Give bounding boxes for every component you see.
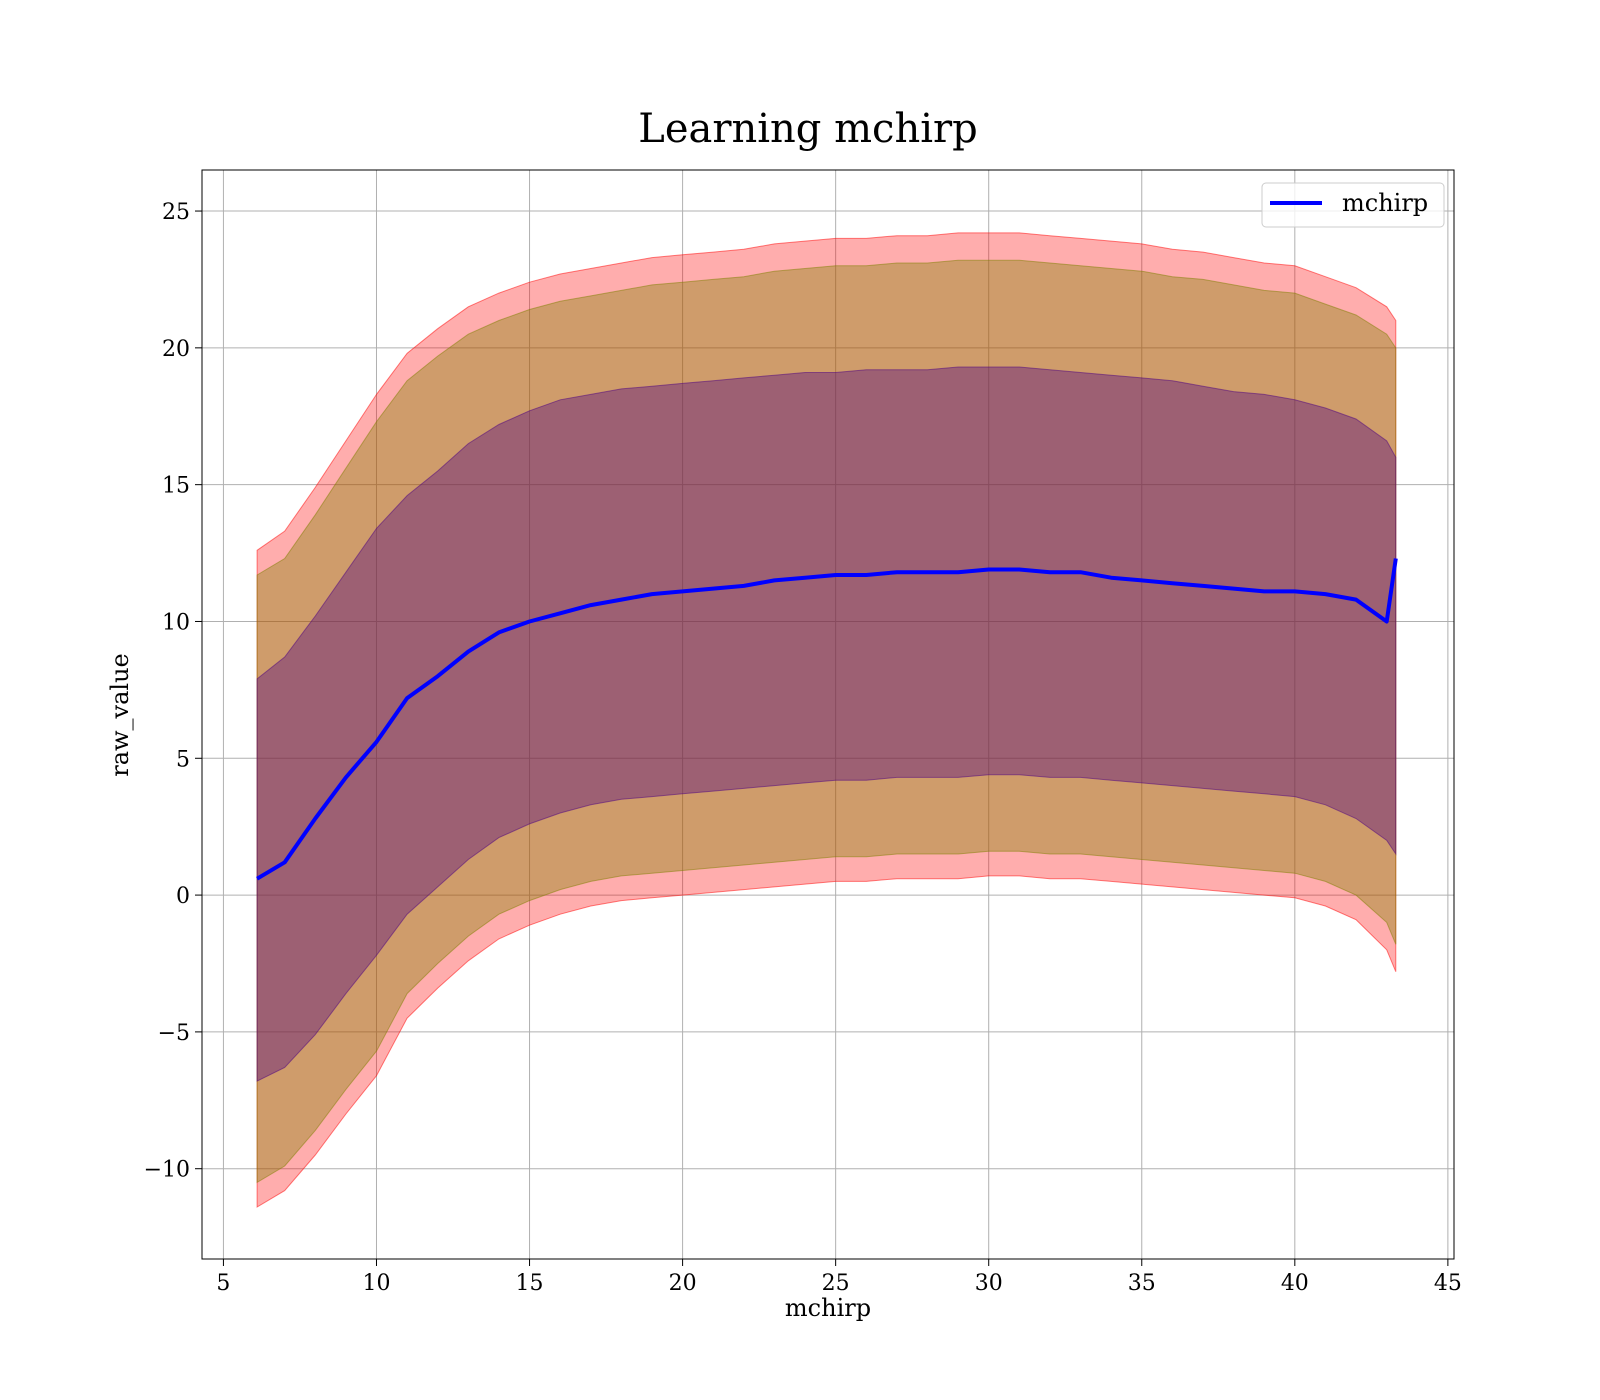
x-tick-label: 45: [1434, 1271, 1462, 1296]
series-line-mchirp: [256, 558, 1398, 881]
chart-title: Learning mchirp: [638, 106, 977, 152]
x-tick-label: 5: [216, 1271, 230, 1296]
y-tick-label: 5: [176, 747, 190, 772]
legend-label: mchirp: [1342, 189, 1428, 217]
plot-frame: [201, 169, 1455, 1260]
confidence-bands: [256, 232, 1397, 1208]
y-tick-label: 10: [162, 610, 190, 635]
legend-box: [1261, 182, 1445, 228]
legend: mchirp: [1261, 182, 1445, 228]
grid: [202, 170, 1454, 1259]
y-axis-label: raw_value: [106, 653, 134, 777]
y-tick-label: −5: [158, 1021, 190, 1046]
x-tick-label: 40: [1281, 1271, 1309, 1296]
confidence-band-3: [256, 366, 1397, 1082]
y-tick-label: −10: [144, 1158, 190, 1183]
y-tick-label: 0: [176, 884, 190, 909]
x-tick-label: 15: [516, 1271, 544, 1296]
y-tick-label: 20: [162, 337, 190, 362]
x-tick-label: 30: [975, 1271, 1003, 1296]
series-lines: [256, 558, 1398, 881]
x-axis-label: mchirp: [785, 1294, 871, 1322]
x-tick-label: 35: [1128, 1271, 1156, 1296]
x-tick-label: 20: [669, 1271, 697, 1296]
x-tick-label: 25: [822, 1271, 850, 1296]
confidence-band-1: [256, 232, 1397, 1208]
y-axis-ticks: −10 −5 0 5 10 15 20 25: [144, 200, 202, 1183]
y-tick-label: 15: [162, 474, 190, 499]
y-tick-label: 25: [162, 200, 190, 225]
x-tick-label: 10: [362, 1271, 390, 1296]
x-axis-ticks: 5 10 15 20 25 30 35 40 45: [216, 1259, 1462, 1296]
confidence-band-2: [256, 259, 1397, 1184]
